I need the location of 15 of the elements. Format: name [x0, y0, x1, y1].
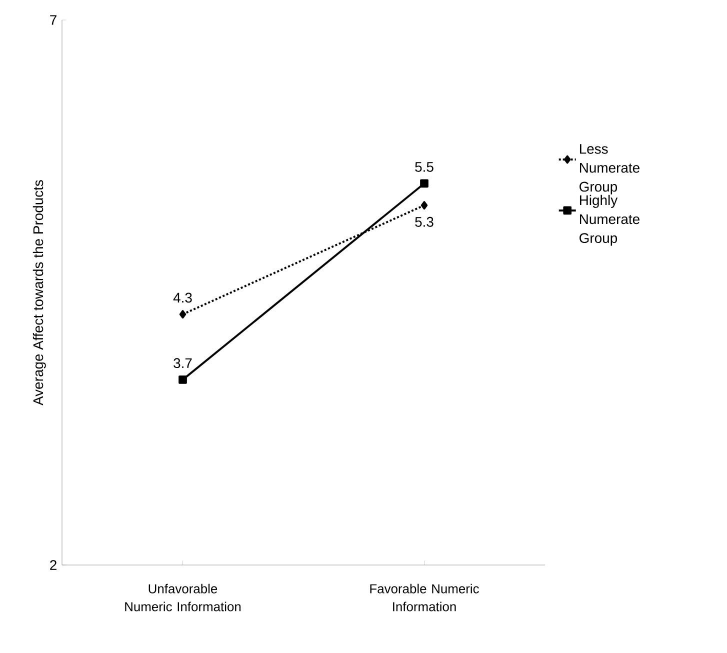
data-label: 4.3 [173, 292, 192, 303]
x-tick-label: Unfavorable Numeric Information [125, 584, 241, 612]
point [178, 376, 187, 384]
y-tick-label: 7 [50, 15, 56, 25]
data-label: 5.3 [415, 216, 434, 227]
point [420, 179, 428, 188]
data-label: 3.7 [174, 358, 192, 368]
data-label: 5.5 [415, 162, 434, 172]
y-axis-title: Average Affect towards the Products [32, 180, 46, 406]
legend-label: Highly Numerate Group [580, 194, 640, 246]
point [420, 201, 428, 210]
y-tick-label: 2 [50, 560, 56, 570]
legend-label: Less Numerate Group [580, 144, 640, 194]
x-tick-label: Favorable Numeric Information [370, 584, 479, 612]
point [179, 310, 186, 318]
